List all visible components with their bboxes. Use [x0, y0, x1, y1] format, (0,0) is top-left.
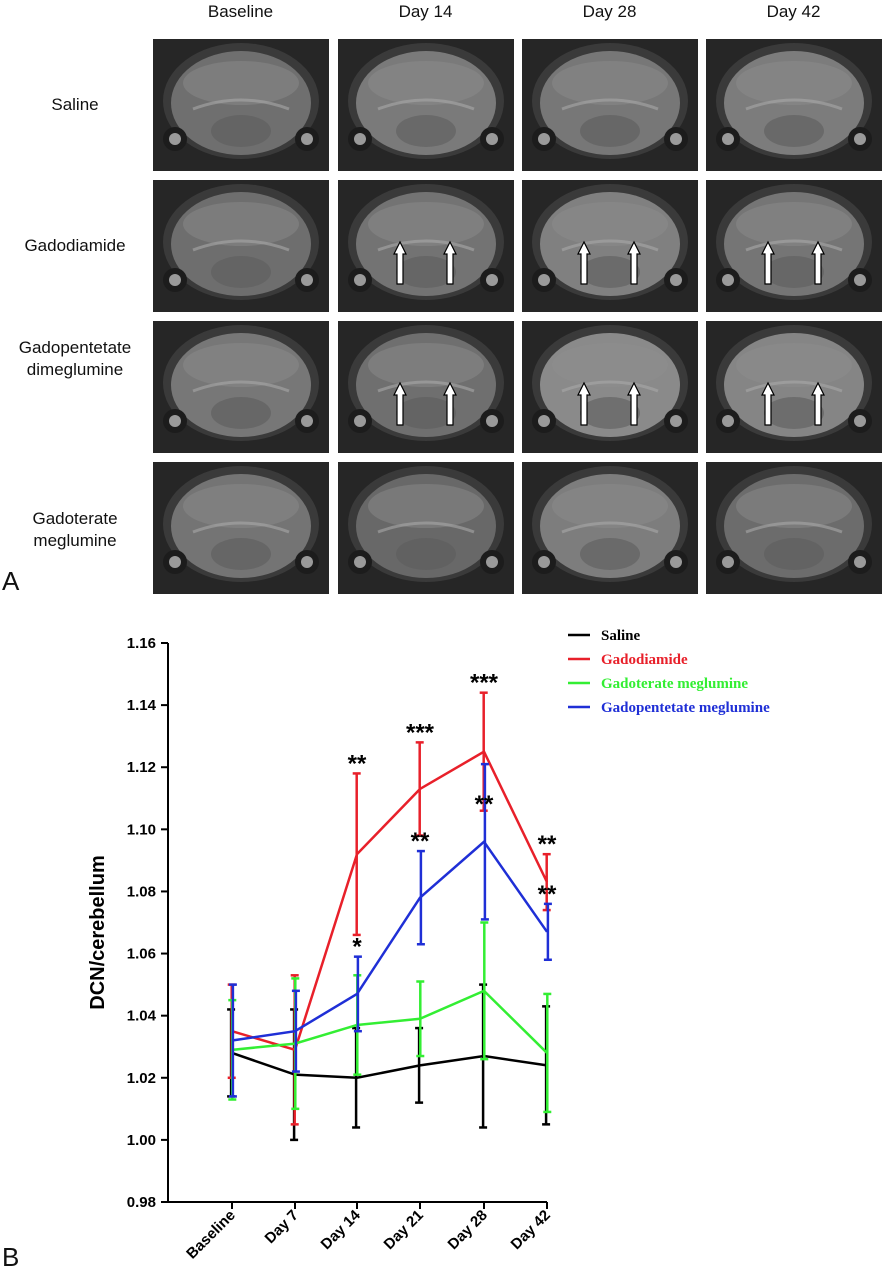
arrow-icon	[761, 381, 775, 426]
y-tick-label: 1.00	[127, 1132, 156, 1149]
row-label-line: Gadodiamide	[24, 236, 126, 255]
row-label-line: Gadopentetate	[18, 338, 132, 357]
legend-label: Saline	[601, 628, 641, 644]
arrow-icon	[443, 381, 457, 426]
y-tick-label: 1.16	[127, 635, 156, 652]
mri-image	[522, 462, 698, 594]
series-gadopentetate-meglumine	[228, 762, 552, 1098]
y-tick-label: 1.14	[127, 697, 157, 714]
x-tick-label: Day 14	[318, 1206, 365, 1253]
arrow-icon	[627, 240, 641, 285]
row-label-line: Saline	[51, 95, 99, 114]
panel-letter-a: A	[2, 566, 20, 596]
legend-label: Gadodiamide	[601, 652, 688, 668]
mri-image	[153, 462, 329, 594]
row-label-line: dimeglumine	[26, 360, 124, 379]
y-tick-label: 0.98	[127, 1194, 156, 1211]
y-axis-title: DCN/cerebellum	[87, 855, 109, 1010]
x-tick-label: Baseline	[183, 1207, 239, 1263]
arrow-icon	[443, 240, 457, 285]
arrow-icon	[577, 381, 591, 426]
mri-image	[522, 180, 698, 312]
mri-image	[153, 39, 329, 171]
arrow-icon	[577, 240, 591, 285]
significance-marker: **	[475, 791, 494, 818]
mri-image	[338, 321, 514, 453]
column-header-baseline: Baseline	[207, 2, 274, 21]
mri-image	[153, 321, 329, 453]
mri-image	[522, 321, 698, 453]
mri-image	[153, 180, 329, 312]
arrow-icon	[761, 240, 775, 285]
series-line	[231, 839, 549, 1042]
row-label-saline: Saline	[0, 94, 150, 116]
significance-marker: *	[352, 934, 362, 961]
y-tick-label: 1.04	[127, 1008, 157, 1025]
significance-marker: **	[538, 881, 557, 908]
mri-image	[706, 321, 882, 453]
series-line	[231, 989, 548, 1054]
column-header-day-42: Day 42	[766, 2, 821, 21]
line-chart: 0.98 1.00 1.02 1.04 1.06 1.08 1.10 1.12 1.14 1.16…	[87, 628, 770, 1263]
arrow-icon	[627, 381, 641, 426]
mri-image	[338, 180, 514, 312]
series-line	[231, 749, 549, 1052]
arrow-icon	[393, 381, 407, 426]
legend-label: Gadoterate meglumine	[601, 676, 748, 692]
significance-marker: ***	[406, 719, 435, 746]
x-tick-label: Day 28	[445, 1207, 491, 1253]
arrow-icon	[393, 240, 407, 285]
mri-image	[338, 39, 514, 171]
x-tick-label: Day 7	[262, 1207, 302, 1247]
row-label-gadodiamide: Gadodiamide	[0, 235, 150, 257]
arrow-icon	[811, 240, 825, 285]
panel-letter-b: B	[2, 1242, 20, 1272]
significance-marker: ***	[470, 670, 499, 697]
x-tick-label: Day 21	[381, 1207, 427, 1253]
significance-marker: **	[348, 750, 367, 777]
significance-marker: **	[538, 831, 557, 858]
mri-image	[338, 462, 514, 594]
arrow-icon	[811, 381, 825, 426]
column-header-day-28: Day 28	[582, 2, 637, 21]
mri-image	[706, 180, 882, 312]
series-line	[231, 1051, 548, 1080]
legend: Saline Gadodiamide Gadoterate meglumine Gad…	[568, 628, 770, 716]
mri-image	[706, 462, 882, 594]
mri-image	[706, 39, 882, 171]
x-tick-label: Day 42	[508, 1207, 554, 1253]
row-label-gadoterate: Gadoterate meglumine	[0, 508, 150, 552]
y-tick-label: 1.12	[127, 759, 156, 776]
column-header-day-14: Day 14	[398, 2, 453, 21]
mri-image	[522, 39, 698, 171]
y-tick-label: 1.02	[127, 1070, 156, 1087]
row-label-gadopentetate: Gadopentetate dimeglumine	[0, 337, 150, 381]
series-gadoterate-meglumine	[228, 921, 552, 1114]
legend-label: Gadopentetate meglumine	[601, 700, 770, 716]
row-label-line: meglumine	[33, 531, 117, 550]
y-tick-label: 1.08	[127, 883, 156, 900]
row-label-line: Gadoterate	[32, 509, 118, 528]
significance-marker: **	[411, 828, 430, 855]
y-tick-label: 1.06	[127, 946, 156, 963]
y-tick-label: 1.10	[127, 821, 156, 838]
